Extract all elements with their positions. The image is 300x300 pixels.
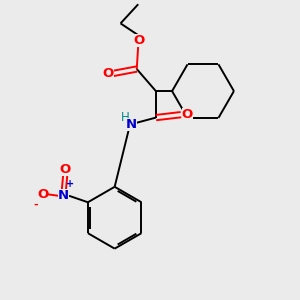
Text: +: + (66, 179, 74, 189)
Text: O: O (60, 163, 71, 176)
Text: O: O (37, 188, 48, 201)
Text: O: O (182, 108, 193, 121)
Text: N: N (126, 118, 137, 131)
Text: O: O (133, 34, 144, 47)
Text: N: N (58, 189, 69, 202)
Text: O: O (102, 67, 113, 80)
Text: -: - (34, 200, 38, 210)
Text: H: H (121, 110, 130, 124)
